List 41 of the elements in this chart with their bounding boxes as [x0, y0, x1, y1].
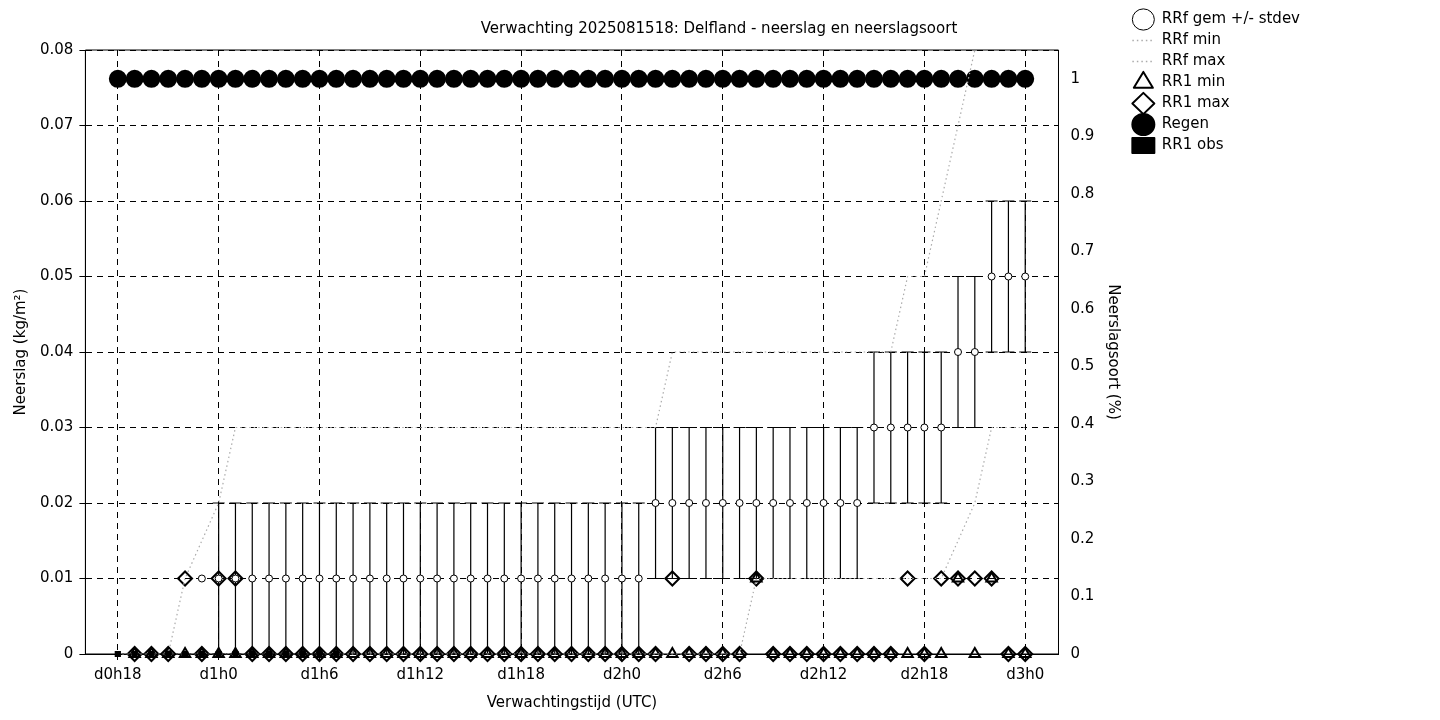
y2-axis-title: Neerslagsoort (%) — [1105, 284, 1124, 420]
y2-tick-label: 0.5 — [1070, 356, 1095, 375]
y2-tick-label: 0.9 — [1070, 126, 1095, 145]
y-tick-label: 0.04 — [39, 341, 74, 360]
y-tick-label: 0.08 — [39, 39, 74, 58]
y2-tick-label: 0.8 — [1070, 183, 1095, 202]
x-tick-label: d1h6 — [300, 664, 339, 683]
y2-tick-label: 0.1 — [1070, 586, 1095, 605]
y-tick-label: 0.07 — [39, 115, 74, 134]
x-tick-label: d1h12 — [396, 664, 445, 683]
x-tick-label: d1h0 — [199, 664, 238, 683]
y2-tick-label: 0 — [1070, 643, 1081, 662]
legend-label: RRf gem +/- stdev — [1161, 9, 1301, 28]
x-tick-label: d1h18 — [497, 664, 545, 683]
x-tick-label: d2h18 — [900, 664, 949, 683]
y2-tick-label: 0.7 — [1070, 241, 1095, 260]
legend-label: Regen — [1161, 114, 1210, 133]
legend-label: RR1 obs — [1161, 135, 1224, 154]
y-tick-label: 0 — [63, 643, 74, 662]
x-tick-label: d2h0 — [602, 664, 641, 683]
y-tick-label: 0.06 — [39, 190, 74, 209]
x-tick-label: d2h6 — [703, 664, 742, 683]
y-tick-label: 0.02 — [39, 492, 74, 511]
y2-tick-label: 0.2 — [1070, 528, 1095, 547]
x-tick-label: d2h12 — [799, 664, 848, 683]
y2-tick-label: 0.6 — [1070, 298, 1095, 317]
x-tick-label: d3h0 — [1006, 664, 1045, 683]
legend-label: RR1 min — [1161, 72, 1226, 91]
legend-label: RR1 max — [1161, 93, 1230, 112]
y2-tick-label: 1 — [1070, 68, 1081, 87]
y-tick-label: 0.05 — [39, 266, 74, 285]
x-tick-label: d0h18 — [93, 664, 142, 683]
x-axis-title: Verwachtingstijd (UTC) — [486, 692, 658, 711]
y2-tick-label: 0.4 — [1070, 413, 1095, 432]
y-axis-title: Neerslag (kg/m²) — [10, 288, 29, 416]
y-tick-label: 0.01 — [39, 568, 74, 587]
chart-title: Verwachting 2025081518: Delfland - neerslag en neerslagsoort — [480, 18, 958, 37]
legend-label: RRf max — [1161, 51, 1226, 70]
legend-label: RRf min — [1161, 30, 1222, 49]
y2-tick-label: 0.3 — [1070, 471, 1095, 490]
y-tick-label: 0.03 — [39, 417, 74, 436]
